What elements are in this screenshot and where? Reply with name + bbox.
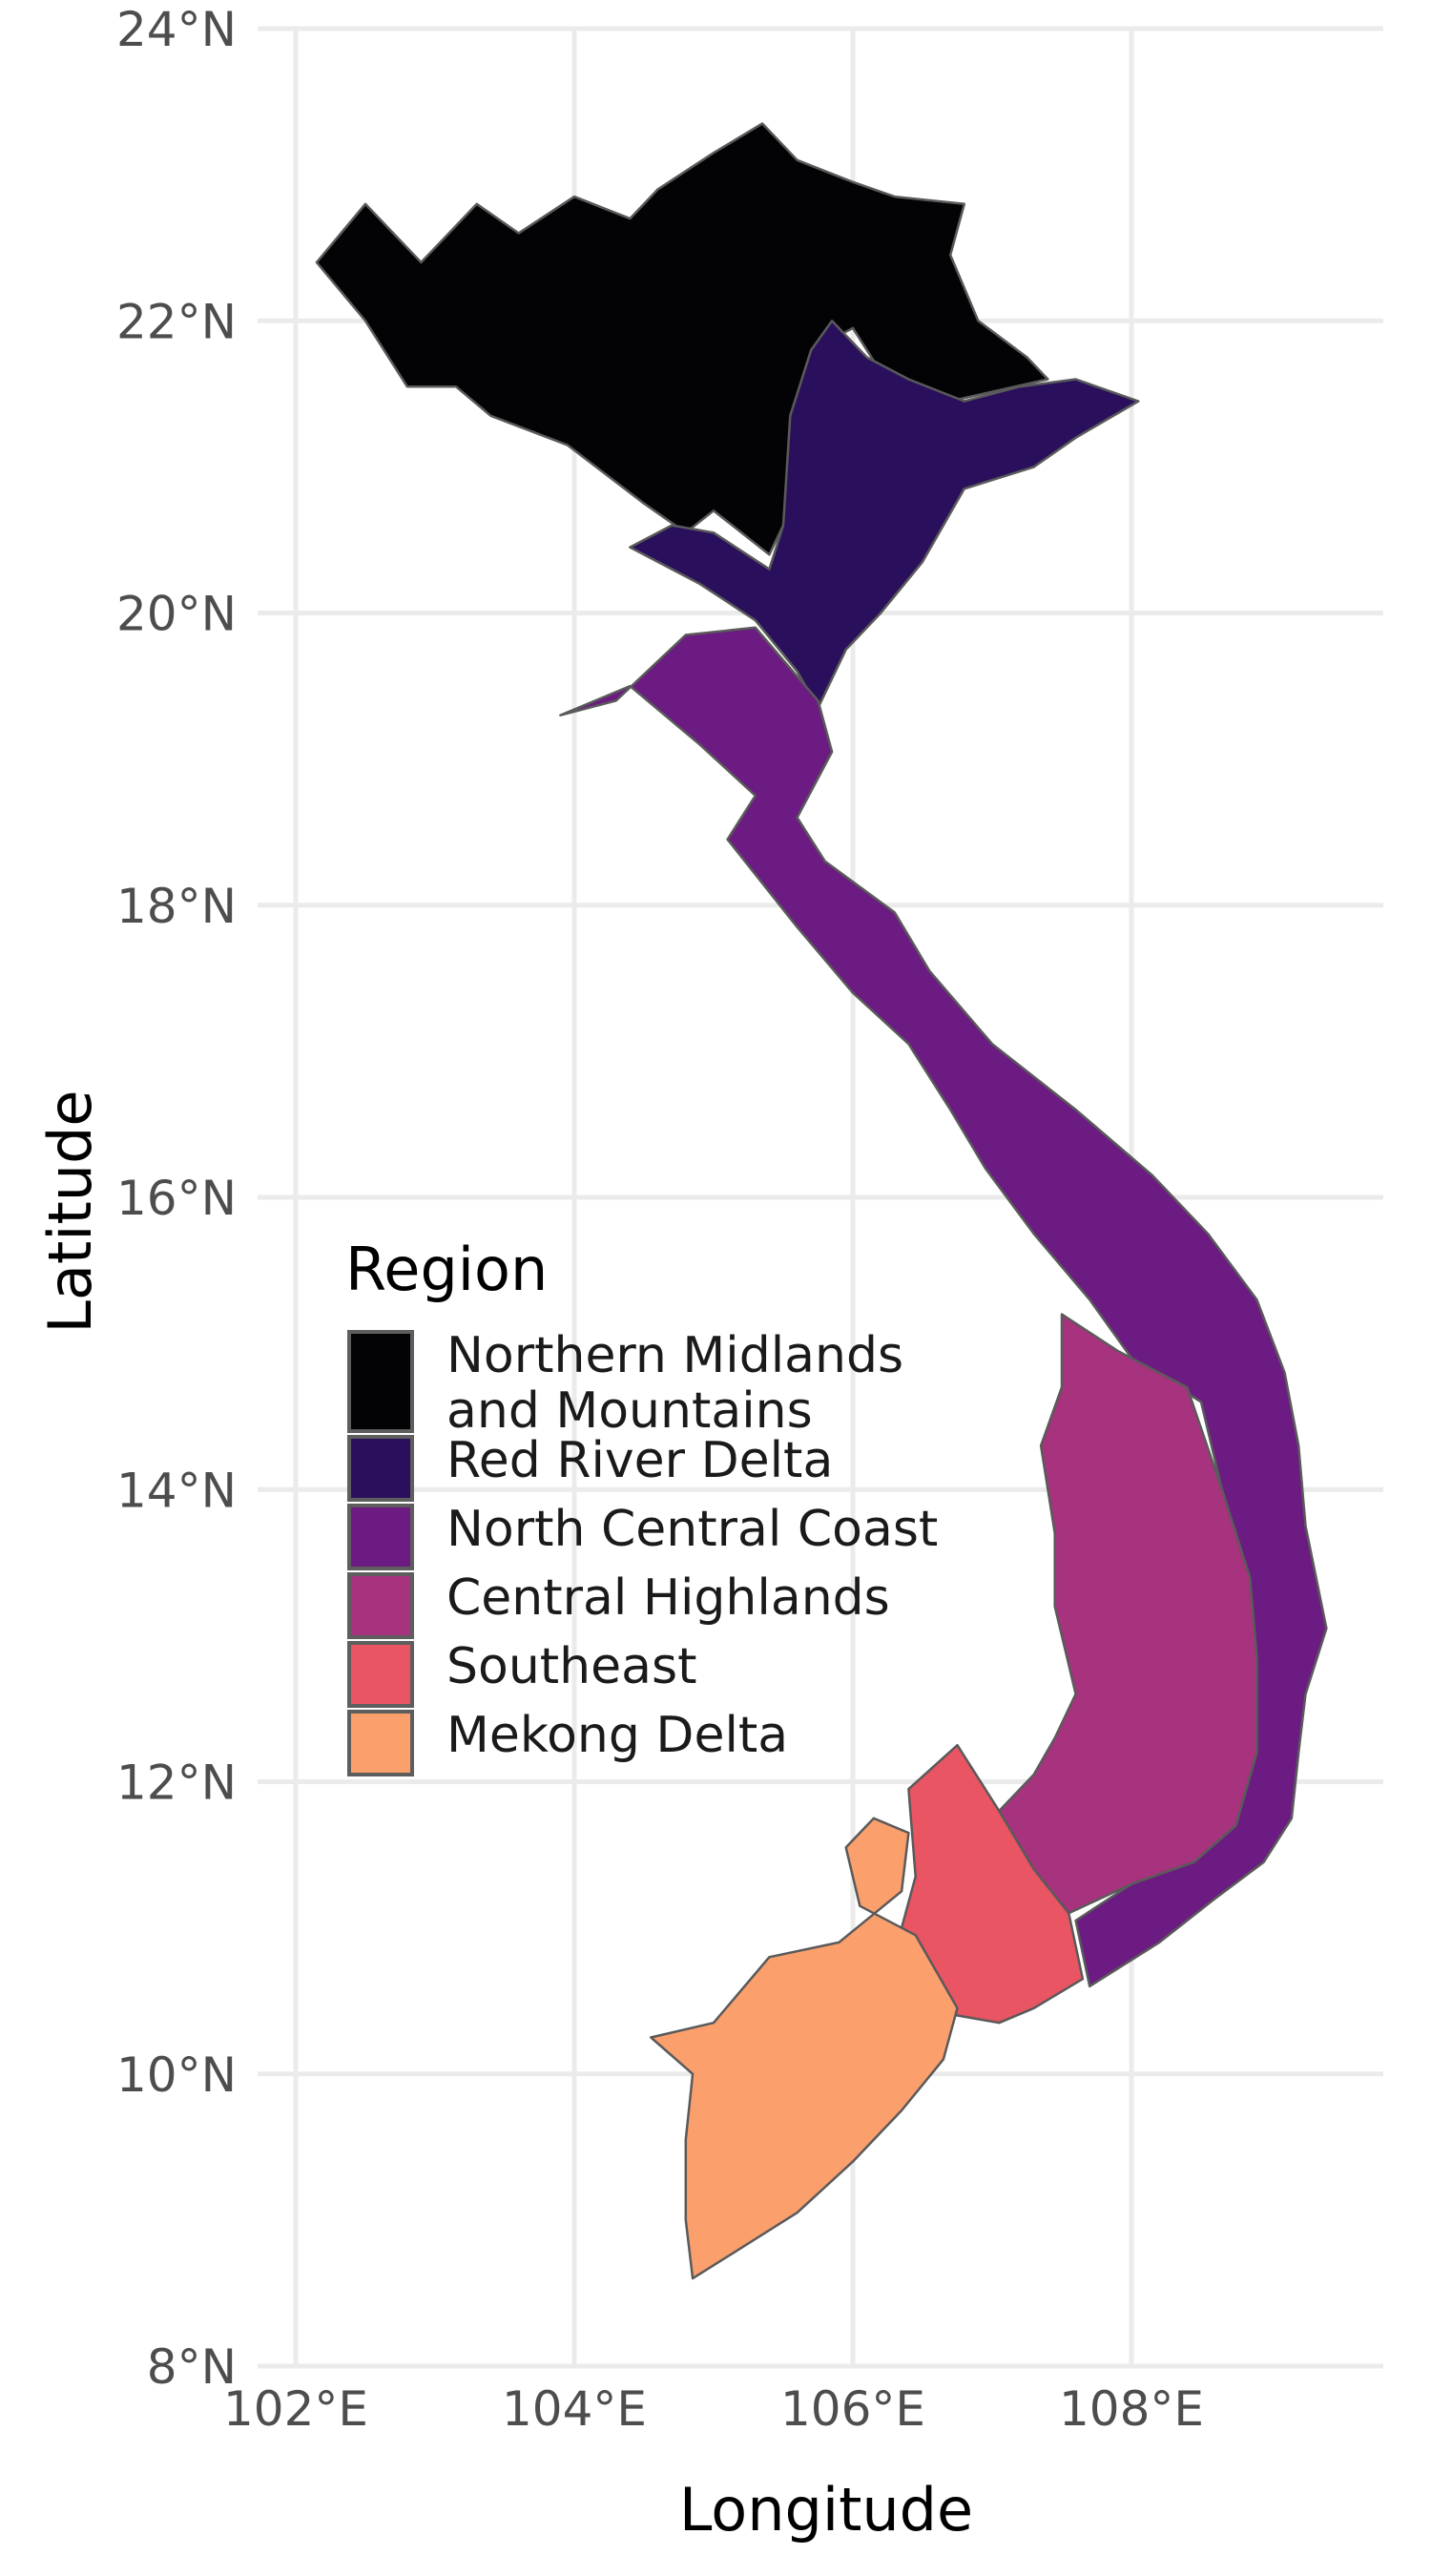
legend-key-0 [347, 1330, 414, 1433]
legend-key-1 [347, 1435, 414, 1502]
y-tick-label-2: 12°N [116, 1755, 237, 1811]
y-tick-label-3: 14°N [116, 1463, 237, 1518]
legend-label-3: Central Highlands [446, 1569, 890, 1627]
legend-key-3 [347, 1572, 414, 1639]
region-polygon-0 [315, 122, 1049, 556]
y-tick-label-0: 8°N [147, 2339, 237, 2395]
regions [315, 122, 1328, 2280]
legend: Region Northern Midlands and MountainsRed… [345, 1235, 938, 1776]
x-tick-label-0: 102°E [223, 2381, 368, 2437]
legend-label-line: North Central Coast [446, 1501, 938, 1558]
region-polygon-5 [650, 1817, 959, 2280]
y-tick-label-5: 18°N [116, 879, 237, 934]
y-tick-label-6: 20°N [116, 587, 237, 642]
x-tick-label-2: 106°E [780, 2381, 925, 2437]
legend-label-2: North Central Coast [446, 1501, 938, 1558]
y-tick-label-7: 22°N [116, 294, 237, 349]
x-tick-label-3: 108°E [1059, 2381, 1204, 2437]
legend-key-4 [347, 1641, 414, 1708]
legend-title: Region [345, 1235, 548, 1304]
y-tick-label-1: 10°N [116, 2047, 237, 2103]
x-tick-label-1: 104°E [502, 2381, 647, 2437]
region-polygon-2 [559, 626, 1328, 1988]
y-axis-title: Latitude [35, 1090, 105, 1333]
legend-label-line: Northern Midlands [446, 1327, 903, 1384]
y-tick-label-8: 24°N [116, 2, 237, 57]
legend-label-line: Mekong Delta [446, 1707, 788, 1764]
region-polygon-1 [629, 320, 1140, 710]
legend-label-line: Central Highlands [446, 1569, 890, 1627]
y-tick-label-4: 16°N [116, 1171, 237, 1226]
legend-label-5: Mekong Delta [446, 1707, 788, 1764]
legend-label-line: Southeast [446, 1638, 696, 1695]
x-axis-title: Longitude [679, 2475, 973, 2545]
tick-labels: 102°E 104°E 106°E 108°E 8°N 10°N 12°N 14°N 16°N 1… [116, 2, 1204, 2437]
legend-label-line: Red River Delta [446, 1432, 833, 1489]
legend-label-line: and Mountains [446, 1382, 813, 1440]
legend-label-1: Red River Delta [446, 1432, 833, 1489]
legend-key-2 [347, 1504, 414, 1570]
legend-key-5 [347, 1710, 414, 1776]
legend-label-0: Northern Midlands and Mountains [446, 1327, 903, 1440]
legend-label-4: Southeast [446, 1638, 696, 1695]
